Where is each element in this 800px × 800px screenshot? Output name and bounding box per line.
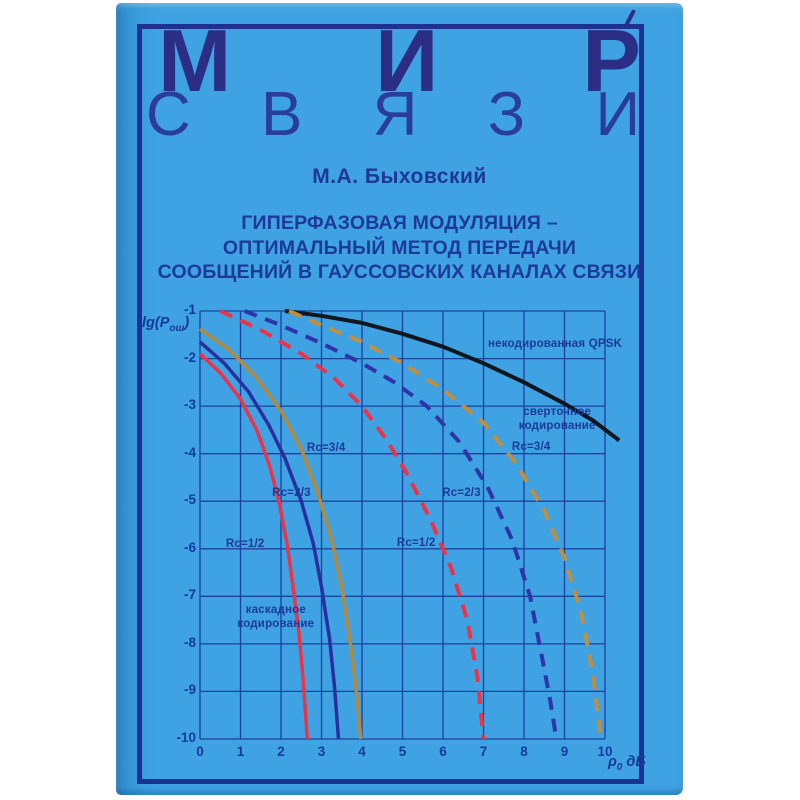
curve-conv-rc-1-2 — [219, 309, 486, 740]
y-tick-label--1: -1 — [183, 302, 196, 317]
y-tick-label--9: -9 — [183, 682, 196, 698]
curve-conv-rc-3-4 — [288, 309, 603, 740]
x-tick-label-6: 6 — [439, 744, 447, 759]
x-tick-label-7: 7 — [479, 744, 488, 759]
label-uncoded-qpsk: некодированная QPSK — [487, 338, 623, 351]
book-title-line-1: ГИПЕРФАЗОВАЯ МОДУЛЯЦИЯ – — [241, 212, 558, 234]
curve-uncoded-qpsk — [284, 309, 621, 442]
curve-cascade-rc-1-2 — [198, 352, 310, 740]
series-subtitle-letter-2: В — [261, 80, 303, 149]
x-tick-label-5: 5 — [398, 744, 407, 759]
x-tick-label-8: 8 — [520, 744, 528, 759]
label-cascade-rc-2-3: Rc=2/3 — [272, 487, 311, 499]
y-tick-label--7: -7 — [183, 587, 196, 603]
label-conv-rc-3-4: Rc=3/4 — [511, 440, 551, 453]
y-tick-label--8: -8 — [183, 634, 196, 650]
book-title: ГИПЕРФАЗОВАЯ МОДУЛЯЦИЯ – ОПТИМАЛЬНЫЙ МЕТ… — [132, 211, 667, 285]
series-title-letter-1: М — [158, 11, 232, 110]
curve-cascade-rc-2-3 — [198, 340, 341, 740]
book-title-line-2: ОПТИМАЛЬНЫЙ МЕТОД ПЕРЕДАЧИ — [222, 236, 577, 259]
y-tick-label--10: -10 — [176, 730, 196, 745]
y-tick-label--3: -3 — [183, 397, 196, 413]
series-subtitle-letter-3: Я — [372, 80, 418, 149]
label-conv-rc-2-3: Rc=2/3 — [442, 487, 481, 499]
x-tick-label-0: 0 — [196, 744, 204, 759]
author-name: М.А. Быховский — [312, 165, 487, 188]
plot-area — [198, 309, 621, 740]
x-tick-label-4: 4 — [358, 744, 366, 759]
label-conv-coding: сверточное кодирование — [518, 406, 596, 433]
book-title-line-3: СООБЩЕНИЙ В ГАУССОВСКИХ КАНАЛАХ СВЯЗИ — [157, 261, 642, 283]
x-tick-label-10: 10 — [597, 744, 613, 759]
x-tick-label-2: 2 — [277, 744, 285, 759]
series-subtitle-letter-4: З — [487, 80, 526, 149]
label-cascade-rc-1-2: Rc=1/2 — [225, 537, 265, 550]
series-subtitle-letter-1: С — [146, 80, 191, 149]
curve-cascade-rc-3-4 — [198, 327, 363, 740]
y-tick-label--2: -2 — [183, 349, 196, 365]
cover-frame-border — [137, 24, 644, 784]
label-cascade-coding: каскадное кодирование — [237, 603, 315, 630]
x-tick-label-1: 1 — [236, 744, 245, 759]
series-subtitle-letter-5: И — [595, 80, 640, 149]
y-tick-label--6: -6 — [183, 539, 196, 555]
series-title-letter-2: И — [375, 11, 439, 110]
y-tick-label--4: -4 — [183, 444, 196, 460]
x-tick-label-9: 9 — [560, 744, 569, 759]
label-cascade-rc-3-4: Rc=3/4 — [306, 441, 346, 454]
ber-performance-chart: lg(Pош) -1 -2 -3 -4 -5 -6 -7 -8 -9 -10 0 1 2 3 4 5 6 7 8 9… — [140, 300, 670, 783]
series-title-letter-3: Р — [582, 11, 641, 110]
y-tick-label--5: -5 — [183, 492, 196, 508]
y-axis-label: lg(Pош) — [142, 315, 190, 334]
label-conv-rc-1-2: Rc=1/2 — [396, 536, 436, 549]
curve-conv-rc-2-3 — [243, 309, 559, 740]
x-tick-label-3: 3 — [317, 744, 326, 759]
x-axis-label: ρ0 дБ — [608, 754, 646, 773]
